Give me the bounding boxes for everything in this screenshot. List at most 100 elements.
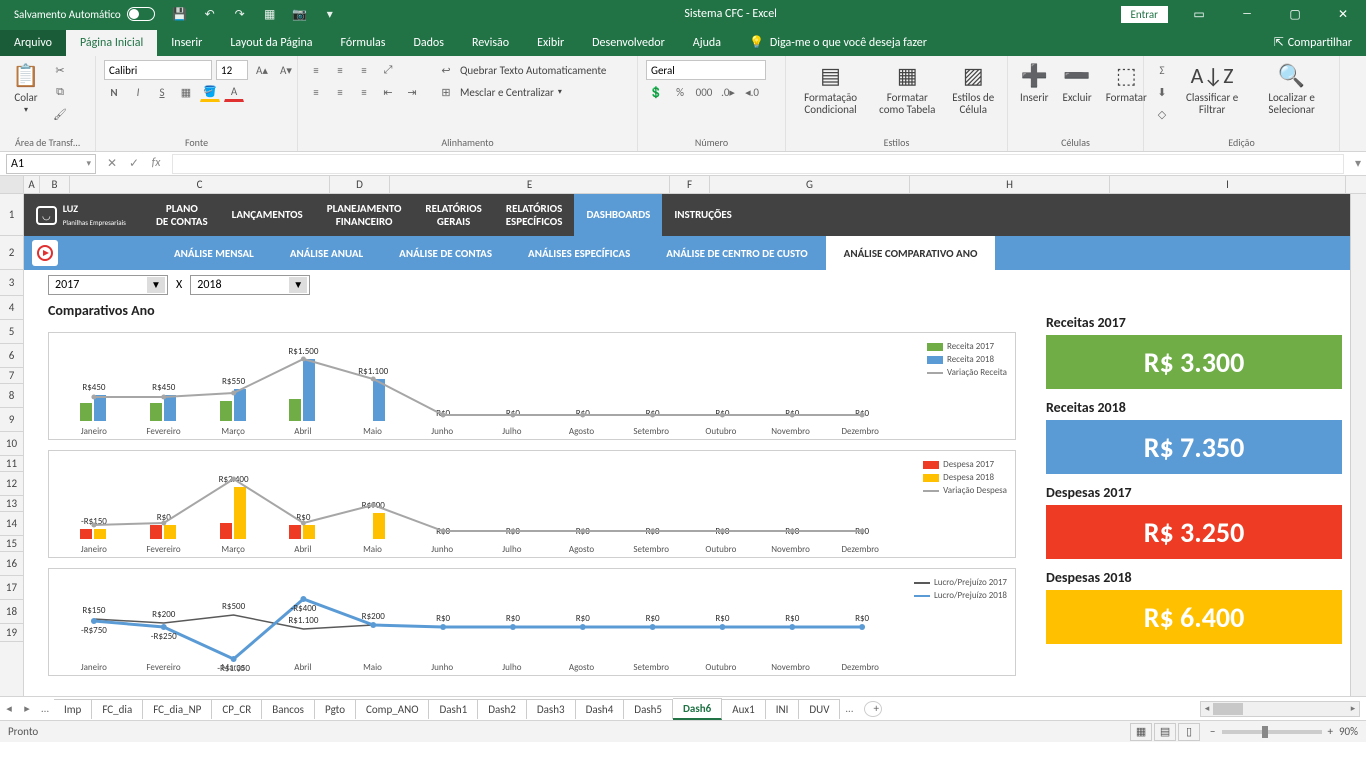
row-header[interactable]: 8 — [0, 384, 23, 408]
paste-button[interactable]: 📋 Colar▾ — [8, 60, 44, 117]
dashboard-subnav-item[interactable]: ANÁLISE DE CONTAS — [381, 236, 510, 270]
format-table-button[interactable]: ▦Formatar como Tabela — [873, 60, 941, 118]
sheet-tab-more[interactable]: … — [840, 698, 858, 720]
percent-icon[interactable]: % — [670, 82, 690, 102]
row-header[interactable]: 5 — [0, 320, 23, 344]
sheet-tab[interactable]: Comp_ANO — [356, 699, 429, 719]
tab-nav-prev-icon[interactable]: ◂ — [0, 698, 18, 720]
share-button[interactable]: ⇱Compartilhar — [1260, 29, 1366, 56]
row-header[interactable]: 12 — [0, 472, 23, 496]
number-format-select[interactable] — [646, 60, 766, 80]
orientation-icon[interactable]: ⤢ — [378, 60, 398, 80]
ribbon-tab[interactable]: Exibir — [523, 30, 578, 56]
ribbon-tab[interactable]: Página Inicial — [66, 30, 157, 56]
row-header[interactable]: 4 — [0, 296, 23, 320]
row-header[interactable]: 10 — [0, 432, 23, 456]
qat-more-icon[interactable]: ▾ — [319, 3, 341, 25]
align-bot-icon[interactable]: ≡ — [354, 60, 374, 80]
dashboard-nav-item[interactable]: LANÇAMENTOS — [220, 194, 315, 236]
redo-icon[interactable]: ↷ — [229, 3, 251, 25]
column-header[interactable]: E — [390, 176, 670, 193]
currency-icon[interactable]: 💲 — [646, 82, 666, 102]
column-header[interactable]: D — [330, 176, 390, 193]
inc-decimal-icon[interactable]: .0▸ — [718, 82, 738, 102]
zoom-in-icon[interactable]: + — [1328, 725, 1333, 738]
sheet-tab[interactable]: Dash3 — [527, 699, 576, 719]
row-header[interactable]: 9 — [0, 408, 23, 432]
fx-icon[interactable]: fx — [146, 156, 166, 171]
row-header[interactable]: 13 — [0, 496, 23, 512]
dashboard-nav-item[interactable]: RELATÓRIOSESPECÍFICOS — [494, 194, 575, 236]
dec-decimal-icon[interactable]: ◂.0 — [742, 82, 762, 102]
ribbon-tab[interactable]: Inserir — [157, 30, 216, 56]
row-header[interactable]: 3 — [0, 270, 23, 296]
column-header[interactable]: B — [40, 176, 70, 193]
sheet-tab[interactable]: FC_dia_NP — [143, 699, 212, 719]
play-button[interactable] — [32, 240, 58, 266]
decrease-font-icon[interactable]: A▾ — [276, 60, 296, 80]
name-box[interactable]: A1▾ — [6, 154, 96, 174]
row-header[interactable]: 17 — [0, 576, 23, 600]
row-header[interactable]: 11 — [0, 456, 23, 472]
autosum-icon[interactable]: Σ — [1152, 60, 1172, 80]
font-size-select[interactable] — [216, 60, 248, 80]
select-all-button[interactable] — [0, 176, 24, 193]
align-center-icon[interactable]: ≡ — [330, 82, 350, 102]
comma-icon[interactable]: 000 — [694, 82, 714, 102]
minimize-icon[interactable]: ― — [1224, 0, 1270, 28]
align-left-icon[interactable]: ≡ — [306, 82, 326, 102]
sheet-tab[interactable]: Aux1 — [722, 699, 765, 719]
camera-icon[interactable]: 📷 — [289, 3, 311, 25]
ribbon-tab[interactable]: Revisão — [458, 30, 523, 56]
dashboard-nav-item[interactable]: DASHBOARDS — [574, 194, 662, 236]
sheet-tab[interactable]: FC_dia — [92, 699, 143, 719]
save-icon[interactable]: 💾 — [169, 3, 191, 25]
italic-icon[interactable]: I — [128, 82, 148, 102]
wrap-text-button[interactable]: ↩ Quebrar Texto Automaticamente — [436, 60, 606, 80]
dashboard-subnav-item[interactable]: ANÁLISE COMPARATIVO ANO — [826, 236, 996, 270]
border-icon[interactable]: ▦ — [176, 82, 196, 102]
dashboard-nav-item[interactable]: PLANEJAMENTOFINANCEIRO — [315, 194, 414, 236]
page-layout-icon[interactable]: ▤ — [1154, 723, 1176, 741]
copy-icon[interactable]: ⧉ — [50, 82, 70, 102]
increase-font-icon[interactable]: A▴ — [252, 60, 272, 80]
formula-input[interactable] — [172, 154, 1344, 174]
zoom-slider[interactable] — [1222, 730, 1322, 734]
horizontal-scrollbar[interactable]: ◂▸ — [1200, 701, 1360, 717]
clear-icon[interactable]: ◇ — [1152, 104, 1172, 124]
dashboard-nav-item[interactable]: RELATÓRIOSGERAIS — [413, 194, 493, 236]
ribbon-tab[interactable]: Layout da Página — [216, 30, 326, 56]
add-sheet-button[interactable]: + — [864, 701, 882, 717]
autosave-toggle[interactable]: Salvamento Automático — [8, 7, 161, 21]
ribbon-tab[interactable]: Arquivo — [0, 30, 66, 56]
row-header[interactable]: 18 — [0, 600, 23, 624]
row-header[interactable]: 1 — [0, 194, 23, 236]
column-header[interactable]: H — [910, 176, 1110, 193]
normal-view-icon[interactable]: ▦ — [1130, 723, 1152, 741]
ribbon-tab[interactable]: Ajuda — [679, 30, 735, 56]
dashboard-subnav-item[interactable]: ANÁLISE ANUAL — [272, 236, 381, 270]
fill-icon[interactable]: ⬇ — [1152, 82, 1172, 102]
dashboard-nav-item[interactable]: INSTRUÇÕES — [662, 194, 743, 236]
insert-button[interactable]: ➕Inserir — [1016, 60, 1053, 106]
align-right-icon[interactable]: ≡ — [354, 82, 374, 102]
row-header[interactable]: 14 — [0, 512, 23, 536]
row-header[interactable]: 15 — [0, 536, 23, 552]
vertical-scrollbar[interactable] — [1350, 194, 1366, 696]
cut-icon[interactable]: ✂ — [50, 60, 70, 80]
year1-select[interactable]: 2017▼ — [48, 275, 168, 295]
sheet-tab[interactable]: Imp — [54, 699, 92, 719]
sheet-tab[interactable]: CP_CR — [212, 699, 262, 719]
close-icon[interactable]: ✕ — [1320, 0, 1366, 28]
zoom-out-icon[interactable]: − — [1210, 725, 1215, 738]
tab-nav-more-icon[interactable]: … — [36, 698, 54, 720]
find-select-button[interactable]: 🔍Localizar e Selecionar — [1252, 60, 1331, 118]
row-header[interactable]: 6 — [0, 344, 23, 368]
indent-inc-icon[interactable]: ⇥ — [402, 82, 422, 102]
tab-nav-next-icon[interactable]: ▸ — [18, 698, 36, 720]
sheet-tab[interactable]: Dash4 — [576, 699, 625, 719]
indent-dec-icon[interactable]: ⇤ — [378, 82, 398, 102]
row-header[interactable]: 7 — [0, 368, 23, 384]
sheet-tab[interactable]: DUV — [799, 699, 840, 719]
sheet-tab[interactable]: Dash2 — [478, 699, 527, 719]
